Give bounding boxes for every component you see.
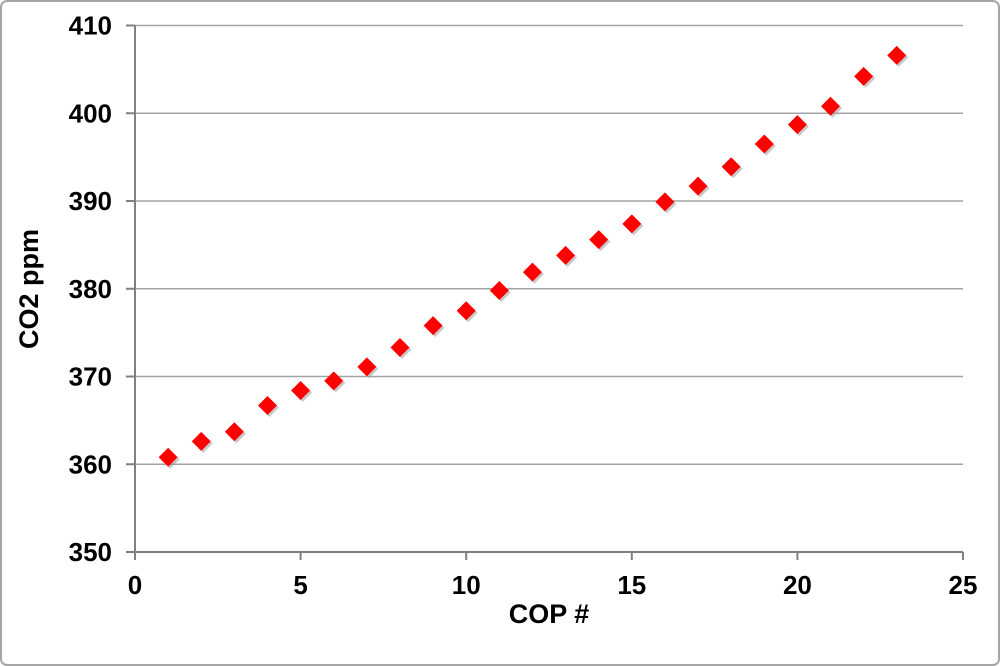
y-tick-label-360: 360: [69, 449, 112, 479]
data-point: [324, 371, 344, 391]
data-point: [754, 134, 774, 154]
data-point: [456, 301, 476, 321]
data-point: [291, 381, 311, 401]
x-axis-title: COP #: [509, 599, 590, 629]
data-point: [489, 281, 509, 301]
y-axis-title: CO2 ppm: [14, 229, 44, 349]
x-tick-label-20: 20: [783, 570, 812, 600]
x-tick-label-15: 15: [617, 570, 646, 600]
y-tick-label-370: 370: [69, 362, 112, 392]
data-point: [423, 316, 443, 336]
data-point: [622, 214, 642, 234]
y-axis-tick-labels: 350 360 370 380 390 400 410: [69, 11, 112, 568]
data-point: [721, 157, 741, 177]
x-tick-label-10: 10: [452, 570, 481, 600]
data-point: [191, 431, 211, 451]
data-point: [556, 245, 576, 265]
data-point: [821, 96, 841, 116]
x-tick-label-25: 25: [949, 570, 978, 600]
axes: [134, 25, 963, 560]
data-point: [158, 447, 178, 467]
data-point: [390, 338, 410, 358]
data-point: [655, 192, 675, 212]
gridlines: [135, 24, 963, 466]
data-point: [688, 176, 708, 196]
x-axis-tick-labels: 0 5 10 15 20 25: [128, 570, 978, 600]
tick-marks: [126, 24, 964, 560]
data-point: [224, 422, 244, 442]
x-tick-label-0: 0: [128, 570, 142, 600]
data-point: [522, 262, 542, 282]
y-tick-label-400: 400: [69, 98, 112, 128]
data-point: [257, 395, 277, 415]
y-tick-label-350: 350: [69, 537, 112, 567]
data-point: [357, 357, 377, 377]
data-point: [887, 45, 907, 65]
y-tick-label-410: 410: [69, 11, 112, 41]
y-tick-label-380: 380: [69, 274, 112, 304]
data-point: [589, 230, 609, 250]
x-tick-label-5: 5: [293, 570, 307, 600]
data-point: [787, 115, 807, 135]
y-tick-label-390: 390: [69, 186, 112, 216]
data-series-points: [158, 45, 909, 469]
data-point: [854, 66, 874, 86]
